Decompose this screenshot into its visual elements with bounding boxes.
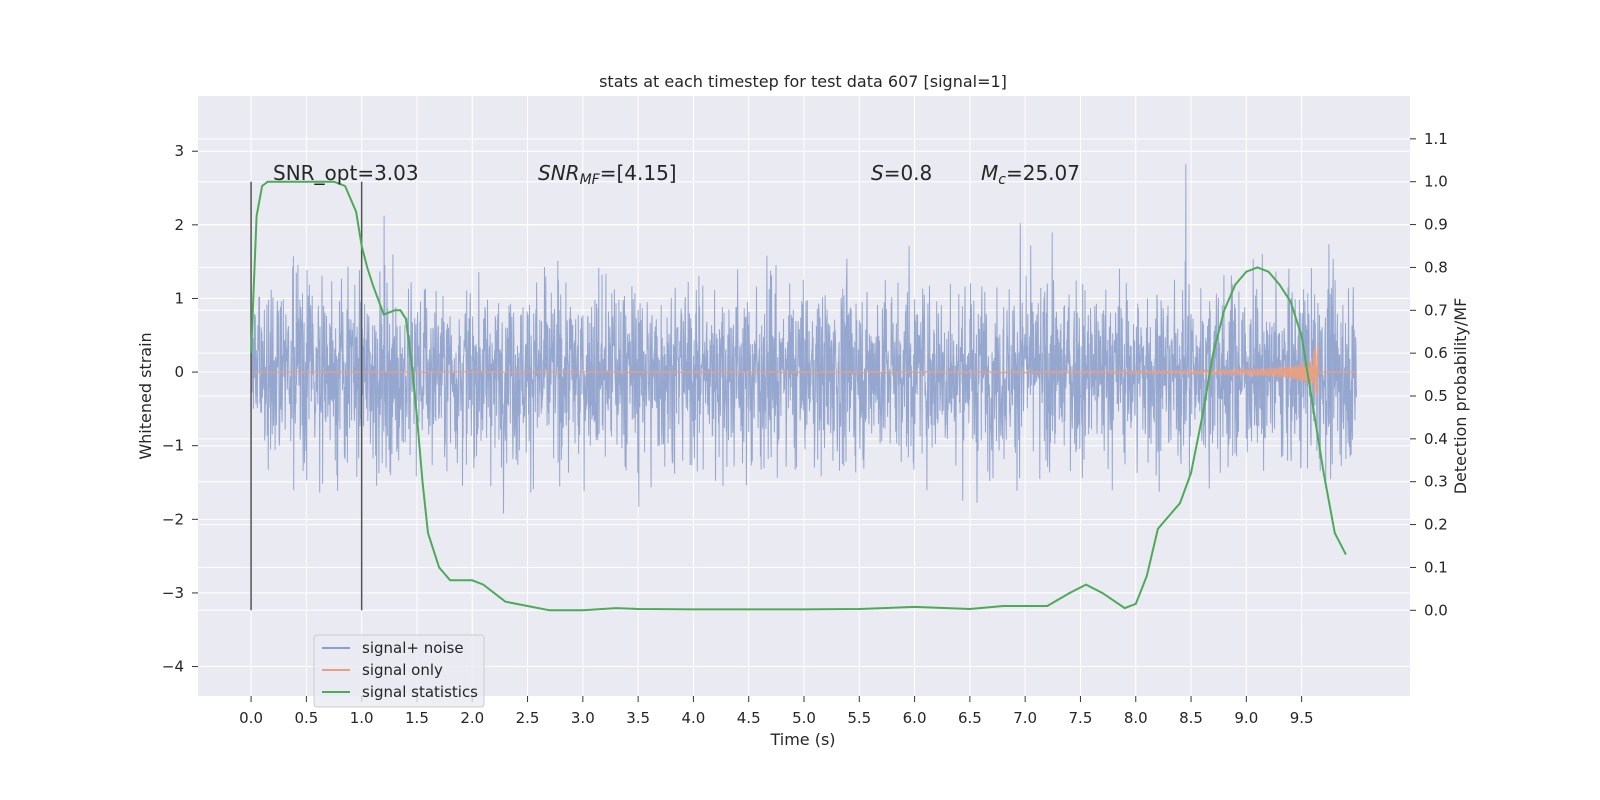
- legend-label-signal: signal only: [362, 661, 443, 679]
- signal-statistics-series: [250, 180, 1347, 612]
- y-right-tick-label: 0.3: [1424, 473, 1448, 491]
- x-tick-label: 8.5: [1179, 709, 1203, 727]
- x-tick-label: 6.0: [903, 709, 927, 727]
- y-left-tick-label: −4: [162, 658, 184, 676]
- x-tick-label: 4.0: [681, 709, 705, 727]
- y-right-tick-label: 1.1: [1424, 130, 1448, 148]
- y-right-tick-label: 0.7: [1424, 301, 1448, 319]
- legend-box: [313, 634, 485, 708]
- snr-mf-subscript: MF: [580, 172, 601, 188]
- x-tick-label: 3.0: [571, 709, 595, 727]
- x-tick-label: 0.0: [239, 709, 263, 727]
- legend: signal+ noise signal only signal statist…: [313, 634, 485, 708]
- x-tick-label: 7.5: [1069, 709, 1093, 727]
- x-tick-label: 5.0: [792, 709, 816, 727]
- snr-mf-value: =[4.15]: [600, 161, 677, 185]
- x-tick-label: 1.5: [405, 709, 429, 727]
- legend-label-stats: signal statistics: [362, 683, 478, 701]
- mc-subscript: c: [998, 172, 1006, 188]
- x-tick-label: 2.5: [516, 709, 540, 727]
- y-right-tick-label: 1.0: [1424, 173, 1448, 191]
- snr-opt-annotation: SNR_opt=3.03: [273, 161, 419, 185]
- x-tick-label: 6.5: [958, 709, 982, 727]
- y-right-tick-label: 0.1: [1424, 558, 1448, 576]
- mc-value: =25.07: [1006, 161, 1080, 185]
- snr-mf-variable: SNR: [538, 161, 580, 185]
- y-left-tick-label: 0: [174, 363, 184, 381]
- x-tick-label: 9.0: [1234, 709, 1258, 727]
- snr-mf-annotation: SNRMF=[4.15]: [538, 161, 677, 188]
- mc-variable: M: [981, 161, 998, 185]
- y-right-tick-label: 0.8: [1424, 258, 1448, 276]
- y-right-tick-label: 0.4: [1424, 430, 1448, 448]
- s-value: =0.8: [884, 161, 933, 185]
- s-annotation: S=0.8: [871, 161, 932, 185]
- x-axis-label: Time (s): [769, 730, 835, 749]
- y-right-tick-label: 0.0: [1424, 601, 1448, 619]
- y-axis-left-label: Whitened strain: [136, 332, 155, 459]
- signal-noise-line: [250, 164, 1358, 514]
- y-right-tick-label: 0.9: [1424, 216, 1448, 234]
- y-left-tick-label: −2: [162, 510, 184, 528]
- x-tick-label: 0.5: [294, 709, 318, 727]
- x-tick-label: 1.0: [350, 709, 374, 727]
- x-tick-label: 3.5: [626, 709, 650, 727]
- x-tick-label: 2.0: [460, 709, 484, 727]
- y-left-tick-label: 3: [174, 142, 184, 160]
- signal-statistics-line: [250, 180, 1347, 612]
- y-left-tick-label: 1: [174, 289, 184, 307]
- y-right-tick-label: 0.6: [1424, 344, 1448, 362]
- s-variable: S: [871, 161, 884, 185]
- y-left-tick-label: −1: [162, 437, 184, 455]
- y-left-tick-label: −3: [162, 584, 184, 602]
- x-tick-label: 7.0: [1013, 709, 1037, 727]
- window-markers: [250, 181, 363, 611]
- x-tick-label: 4.5: [737, 709, 761, 727]
- y-right-tick-label: 0.2: [1424, 516, 1448, 534]
- signal-noise-series: [250, 164, 1358, 514]
- x-tick-label: 8.0: [1124, 709, 1148, 727]
- signal-only-line: [251, 344, 1357, 396]
- y-right-tick-label: 0.5: [1424, 387, 1448, 405]
- chart-title: stats at each timestep for test data 607…: [599, 72, 1007, 91]
- x-tick-label: 9.5: [1290, 709, 1314, 727]
- legend-label-noise: signal+ noise: [362, 639, 464, 657]
- signal-only-series: [251, 344, 1357, 396]
- axis-ticks: 0.0 0.5 1.0 1.5 2.0 2.5 3.0 3.5 4.0 4.5 5.0 5.5 6.0 6…: [162, 130, 1448, 727]
- y-axis-right-label: Detection probability/MF: [1451, 298, 1470, 495]
- y-left-tick-label: 2: [174, 216, 184, 234]
- x-tick-label: 5.5: [847, 709, 871, 727]
- mc-annotation: Mc=25.07: [981, 161, 1080, 188]
